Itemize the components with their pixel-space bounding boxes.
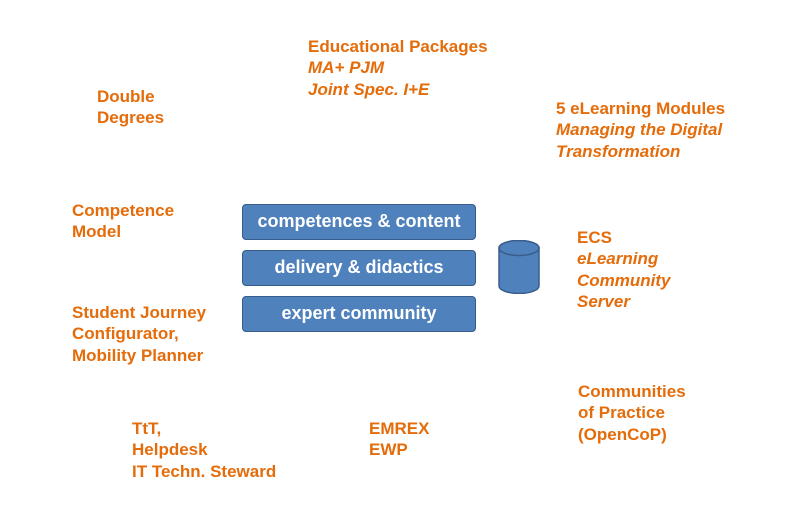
text-line: EMREX [369,419,429,438]
text-line: Model [72,222,121,241]
label-competence-model: Competence Model [72,200,174,243]
label-communities-of-practice: Communities of Practice (OpenCoP) [578,381,686,445]
text-line-italic: MA+ PJM [308,58,384,77]
text-line: Mobility Planner [72,346,203,365]
text-line: Helpdesk [132,440,208,459]
text-line: Competence [72,201,174,220]
label-educational-packages: Educational Packages MA+ PJM Joint Spec.… [308,36,488,100]
label-double-degrees: Double Degrees [97,86,164,129]
text-line-italic: Joint Spec. I+E [308,80,429,99]
label-ecs: ECS eLearning Community Server [577,227,671,312]
text-line: EWP [369,440,408,459]
text-line: Educational Packages [308,37,488,56]
label-ttt: TtT, Helpdesk IT Techn. Steward [132,418,276,482]
text-line: ECS [577,228,612,247]
text-line: Double [97,87,155,106]
text-line-italic: Transformation [556,142,680,161]
stack-box-text: competences & content [257,211,460,231]
text-line: Communities [578,382,686,401]
text-line: Student Journey [72,303,206,322]
text-line-italic: Managing the Digital [556,120,722,139]
stack-box-text: delivery & didactics [274,257,443,277]
text-line: Configurator, [72,324,179,343]
text-line: TtT, [132,419,161,438]
text-line: (OpenCoP) [578,425,667,444]
text-line-italic: Server [577,292,630,311]
text-line-italic: Community [577,271,671,290]
stack-box-delivery: delivery & didactics [242,250,476,286]
text-line: of Practice [578,403,665,422]
label-student-journey: Student Journey Configurator, Mobility P… [72,302,206,366]
text-line: 5 eLearning Modules [556,99,725,118]
text-line-italic: eLearning [577,249,658,268]
text-line: Degrees [97,108,164,127]
stack-box-competences: competences & content [242,204,476,240]
stack-box-text: expert community [281,303,436,323]
stack-box-expert: expert community [242,296,476,332]
label-elearning-modules: 5 eLearning Modules Managing the Digital… [556,98,725,162]
database-cylinder-icon [498,240,540,294]
label-emrex-ewp: EMREX EWP [369,418,429,461]
text-line: IT Techn. Steward [132,462,276,481]
